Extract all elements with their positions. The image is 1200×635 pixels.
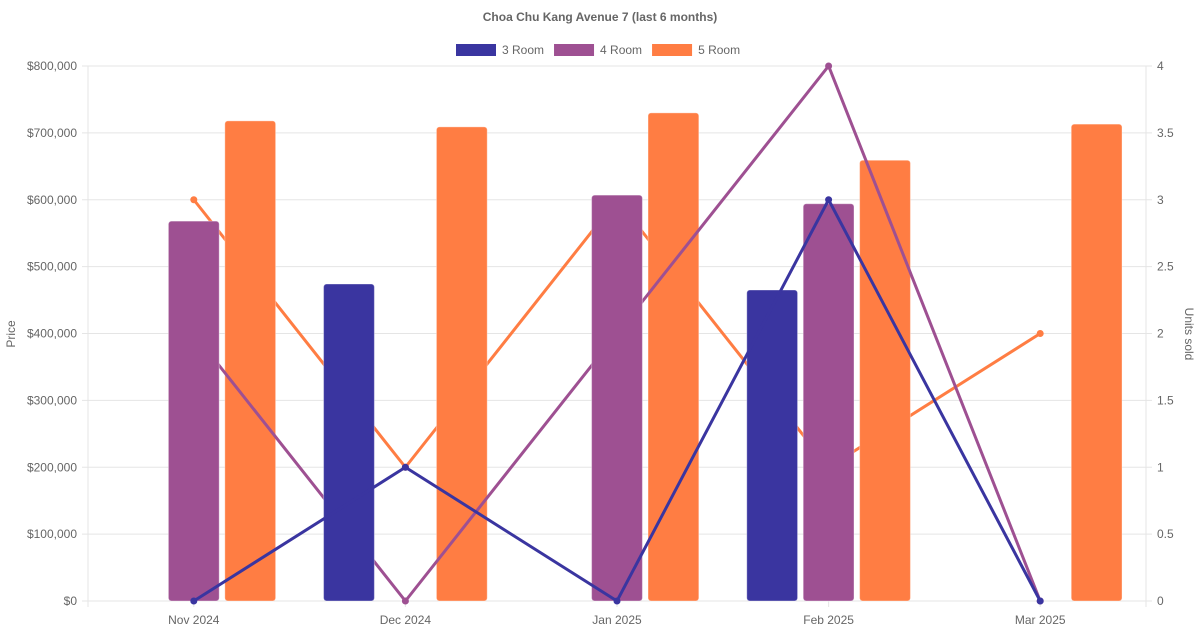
- y2-tick-label: 3.5: [1157, 126, 1174, 140]
- y-tick-label: $700,000: [27, 126, 77, 140]
- chart-marks: [167, 62, 1123, 605]
- y-tick-label: $800,000: [27, 59, 77, 73]
- y-axis-label: Price: [4, 320, 18, 348]
- legend-label: 4 Room: [600, 43, 642, 57]
- point-3-room: [401, 463, 409, 471]
- y-tick-label: $400,000: [27, 327, 77, 341]
- bar-5-room: [1070, 123, 1123, 602]
- y2-tick-label: 3: [1157, 193, 1164, 207]
- point-5-room: [190, 196, 198, 204]
- y2-tick-label: 4: [1157, 59, 1164, 73]
- y-tick-label: $500,000: [27, 260, 77, 274]
- y2-tick-label: 1: [1157, 460, 1164, 474]
- point-5-room: [1036, 330, 1044, 337]
- x-tick-label: Mar 2025: [1015, 613, 1066, 627]
- y2-tick-label: 0.5: [1157, 527, 1174, 541]
- legend-swatch-4-room: [554, 44, 595, 56]
- point-3-room: [1036, 597, 1044, 605]
- bar-5-room: [224, 120, 277, 602]
- bar-5-room: [435, 126, 488, 602]
- y-tick-label: $0: [64, 594, 78, 608]
- point-3-room: [825, 196, 833, 204]
- y2-tick-label: 0: [1157, 594, 1164, 608]
- legend: 3 Room 4 Room 5 Room: [456, 43, 740, 57]
- y2-tick-label: 2: [1157, 327, 1164, 341]
- y-tick-label: $300,000: [27, 393, 77, 407]
- legend-swatch-3-room: [456, 44, 496, 56]
- legend-swatch-5-room: [652, 44, 693, 56]
- bar-3-room: [323, 283, 375, 602]
- axes: $0 $100,000 $200,000 $300,000 $400,000 $500,0…: [27, 59, 1174, 627]
- y-tick-label: $100,000: [27, 527, 77, 541]
- y2-tick-label: 2.5: [1157, 260, 1174, 274]
- x-tick-label: Dec 2024: [380, 613, 432, 627]
- bar-4-room: [591, 194, 643, 602]
- legend-label: 3 Room: [502, 43, 544, 57]
- chart-title: Choa Chu Kang Avenue 7 (last 6 months): [483, 10, 717, 24]
- y2-axis-label: Units sold: [1182, 308, 1196, 361]
- point-4-room: [401, 597, 409, 605]
- x-tick-label: Jan 2025: [592, 613, 642, 627]
- y-tick-label: $200,000: [27, 460, 77, 474]
- point-3-room: [190, 597, 198, 605]
- y2-tick-label: 1.5: [1157, 393, 1174, 407]
- bar-5-room: [647, 112, 700, 602]
- y-tick-label: $600,000: [27, 193, 77, 207]
- bar-3-room: [746, 289, 799, 602]
- x-tick-label: Nov 2024: [168, 613, 220, 627]
- x-tick-label: Feb 2025: [803, 613, 854, 627]
- bar-5-room: [859, 159, 911, 602]
- point-4-room: [825, 62, 833, 70]
- bar-4-room: [167, 220, 220, 602]
- legend-label: 5 Room: [698, 43, 740, 57]
- point-3-room: [613, 597, 621, 605]
- bar-4-room: [802, 203, 855, 602]
